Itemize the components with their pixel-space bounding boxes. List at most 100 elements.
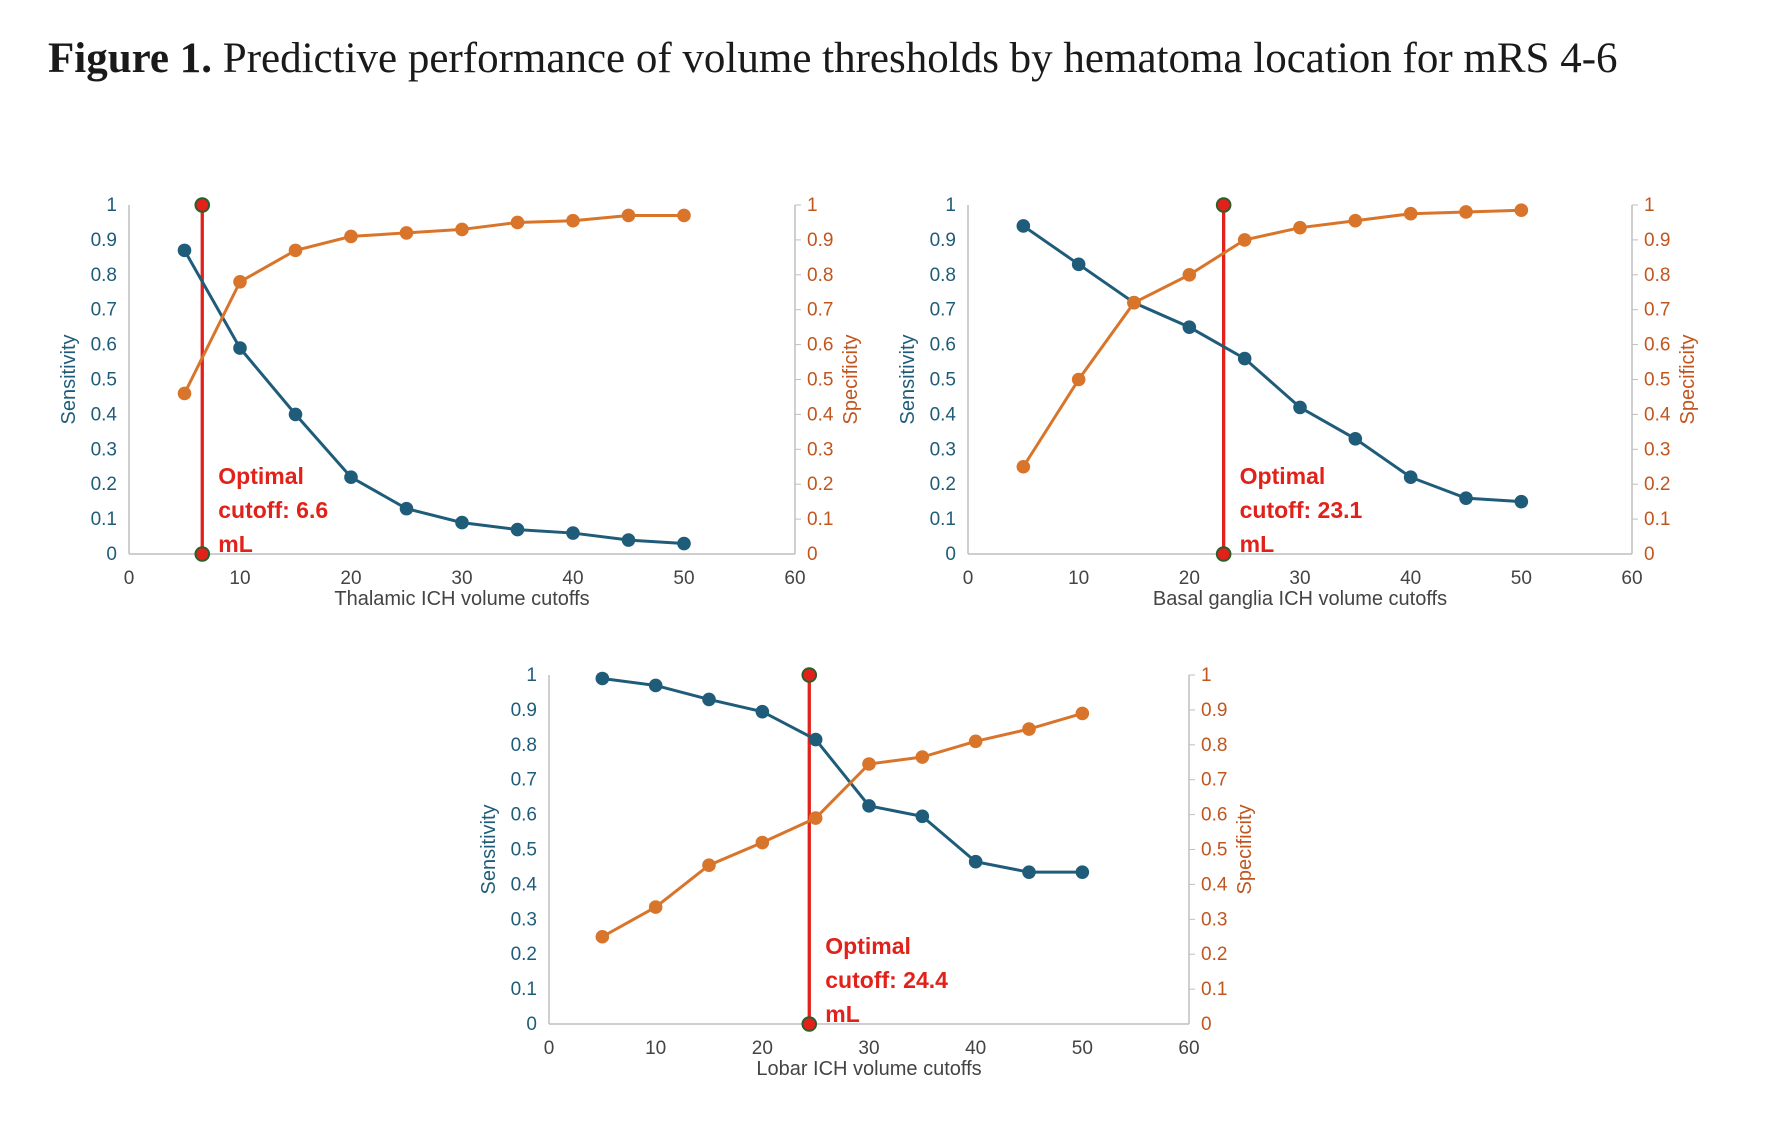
- svg-text:0.4: 0.4: [930, 404, 957, 425]
- svg-text:0.4: 0.4: [807, 404, 834, 425]
- svg-text:40: 40: [562, 568, 583, 589]
- svg-text:0.6: 0.6: [1201, 805, 1227, 826]
- svg-text:0.5: 0.5: [1644, 370, 1670, 391]
- svg-text:20: 20: [752, 1038, 773, 1059]
- svg-text:60: 60: [1621, 568, 1642, 589]
- svg-text:0.1: 0.1: [930, 509, 956, 530]
- svg-text:0.7: 0.7: [1644, 300, 1670, 321]
- svg-text:Lobar ICH volume cutoffs: Lobar ICH volume cutoffs: [756, 1058, 981, 1080]
- svg-text:0: 0: [1644, 544, 1655, 565]
- svg-text:0.4: 0.4: [511, 874, 538, 895]
- svg-text:0: 0: [1201, 1014, 1212, 1035]
- svg-text:10: 10: [645, 1038, 666, 1059]
- svg-text:0.4: 0.4: [1201, 874, 1228, 895]
- svg-text:1: 1: [526, 665, 537, 686]
- svg-text:0.3: 0.3: [1644, 439, 1670, 460]
- svg-text:Optimal: Optimal: [825, 933, 911, 959]
- svg-text:0: 0: [124, 568, 135, 589]
- svg-text:0.2: 0.2: [1201, 944, 1227, 965]
- svg-text:mL: mL: [218, 531, 253, 557]
- svg-text:1: 1: [1201, 665, 1212, 686]
- svg-text:0.7: 0.7: [930, 300, 956, 321]
- svg-text:1: 1: [1644, 195, 1655, 216]
- svg-text:Sensitivity: Sensitivity: [478, 804, 500, 894]
- svg-text:0.1: 0.1: [807, 509, 833, 530]
- svg-text:0.6: 0.6: [91, 335, 117, 356]
- svg-text:10: 10: [229, 568, 250, 589]
- svg-text:40: 40: [965, 1038, 986, 1059]
- svg-text:Thalamic ICH volume cutoffs: Thalamic ICH volume cutoffs: [334, 588, 589, 610]
- svg-text:0.3: 0.3: [1201, 909, 1227, 930]
- svg-text:0.9: 0.9: [807, 230, 833, 251]
- svg-text:0.3: 0.3: [807, 439, 833, 460]
- svg-text:0.1: 0.1: [511, 979, 537, 1000]
- svg-text:0.9: 0.9: [1201, 700, 1227, 721]
- svg-text:0.3: 0.3: [930, 439, 956, 460]
- svg-text:60: 60: [784, 568, 805, 589]
- svg-text:0.8: 0.8: [1644, 265, 1670, 286]
- svg-text:Optimal: Optimal: [1240, 463, 1326, 489]
- svg-text:0.7: 0.7: [511, 770, 537, 791]
- svg-text:0.2: 0.2: [511, 944, 537, 965]
- svg-text:Specificity: Specificity: [1234, 804, 1256, 894]
- svg-text:30: 30: [451, 568, 472, 589]
- svg-text:0.9: 0.9: [511, 700, 537, 721]
- svg-text:10: 10: [1068, 568, 1089, 589]
- svg-text:20: 20: [1179, 568, 1200, 589]
- svg-text:0.1: 0.1: [91, 509, 117, 530]
- svg-text:40: 40: [1400, 568, 1421, 589]
- svg-text:20: 20: [340, 568, 361, 589]
- svg-text:0.7: 0.7: [91, 300, 117, 321]
- svg-text:0.3: 0.3: [511, 909, 537, 930]
- svg-text:0.5: 0.5: [511, 840, 537, 861]
- svg-text:0.8: 0.8: [511, 735, 537, 756]
- svg-text:0.5: 0.5: [91, 370, 117, 391]
- svg-text:0: 0: [945, 544, 956, 565]
- svg-text:Basal ganglia ICH volume cutof: Basal ganglia ICH volume cutoffs: [1153, 588, 1447, 610]
- svg-text:Optimal: Optimal: [218, 463, 304, 489]
- svg-text:50: 50: [1511, 568, 1532, 589]
- svg-text:0.2: 0.2: [807, 474, 833, 495]
- svg-text:50: 50: [673, 568, 694, 589]
- svg-text:0: 0: [807, 544, 818, 565]
- svg-text:0: 0: [106, 544, 117, 565]
- svg-text:0.8: 0.8: [807, 265, 833, 286]
- svg-text:60: 60: [1178, 1038, 1199, 1059]
- svg-text:0.2: 0.2: [930, 474, 956, 495]
- svg-text:0.8: 0.8: [930, 265, 956, 286]
- svg-text:0.9: 0.9: [930, 230, 956, 251]
- svg-text:0: 0: [544, 1038, 555, 1059]
- svg-text:0.6: 0.6: [511, 805, 537, 826]
- svg-text:0.5: 0.5: [1201, 840, 1227, 861]
- svg-text:0.5: 0.5: [807, 370, 833, 391]
- svg-text:0.4: 0.4: [1644, 404, 1671, 425]
- svg-text:0.3: 0.3: [91, 439, 117, 460]
- svg-text:Specificity: Specificity: [840, 334, 862, 424]
- svg-text:30: 30: [1289, 568, 1310, 589]
- svg-text:cutoff: 6.6: cutoff: 6.6: [218, 497, 328, 523]
- svg-text:Specificity: Specificity: [1677, 334, 1699, 424]
- svg-text:0.2: 0.2: [1644, 474, 1670, 495]
- svg-text:30: 30: [858, 1038, 879, 1059]
- svg-text:1: 1: [945, 195, 956, 216]
- svg-text:0.7: 0.7: [1201, 770, 1227, 791]
- svg-text:cutoff: 23.1: cutoff: 23.1: [1240, 497, 1363, 523]
- svg-text:50: 50: [1072, 1038, 1093, 1059]
- svg-text:0: 0: [963, 568, 974, 589]
- svg-text:cutoff: 24.4: cutoff: 24.4: [825, 967, 948, 993]
- svg-text:0.5: 0.5: [930, 370, 956, 391]
- svg-text:0.6: 0.6: [1644, 335, 1670, 356]
- svg-text:mL: mL: [1240, 531, 1275, 557]
- svg-text:0.8: 0.8: [1201, 735, 1227, 756]
- svg-text:0.1: 0.1: [1201, 979, 1227, 1000]
- svg-text:0.7: 0.7: [807, 300, 833, 321]
- svg-text:Sensitivity: Sensitivity: [58, 334, 80, 424]
- svg-text:1: 1: [106, 195, 117, 216]
- svg-text:1: 1: [807, 195, 818, 216]
- svg-text:0.6: 0.6: [807, 335, 833, 356]
- svg-text:0.1: 0.1: [1644, 509, 1670, 530]
- svg-text:0.6: 0.6: [930, 335, 956, 356]
- svg-text:0.4: 0.4: [91, 404, 118, 425]
- svg-text:0.8: 0.8: [91, 265, 117, 286]
- svg-text:0.9: 0.9: [1644, 230, 1670, 251]
